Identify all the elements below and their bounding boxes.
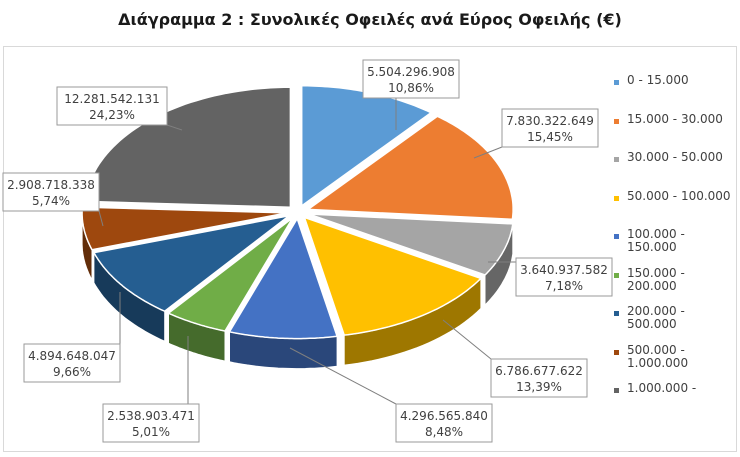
chart-legend: 0 - 15.000 15.000 - 30.000 30.000 - 50.000… [608, 74, 736, 421]
data-label-percent: 7,18% [545, 279, 583, 293]
legend-label: 150.000 - 200.000 [627, 265, 685, 293]
legend-label: 100.000 - 150.000 [627, 227, 685, 254]
legend-swatch [614, 157, 619, 162]
data-label-box [501, 108, 599, 148]
legend-label: 200.000 - 500.000 [627, 304, 685, 331]
data-label-value: 2.538.903.471 [107, 409, 195, 423]
legend-swatch [614, 349, 619, 355]
legend-swatch [614, 118, 619, 124]
data-label-percent: 5,01% [132, 425, 170, 439]
pie-slice [303, 216, 483, 336]
legend-item: 30.000 - 50.000 [608, 151, 736, 177]
legend-item: 0 - 15.000 [608, 74, 736, 100]
chart-title: Διάγραμμα 2 : Συνολικές Οφειλές ανά Εύρο… [118, 10, 622, 29]
data-label-percent: 8,48% [425, 425, 463, 439]
pie-slice [308, 213, 514, 276]
data-label-value: 7.830.322.649 [506, 114, 594, 128]
leader-line [166, 124, 183, 131]
data-label-value: 4.296.565.840 [400, 409, 488, 423]
legend-swatch [614, 234, 619, 239]
legend-label: 0 - 15.000 [627, 73, 689, 87]
data-label-percent: 24,23% [89, 108, 135, 122]
legend-item: 150.000 - 200.000 [608, 265, 736, 293]
legend-item: 200.000 - 500.000 [608, 305, 736, 331]
pie-slice [92, 215, 290, 313]
legend-swatch [614, 388, 619, 393]
leader-line [473, 146, 503, 159]
legend-item: 100.000 - 150.000 [608, 228, 736, 254]
data-label-percent: 13,39% [516, 380, 562, 394]
data-label-value: 5.504.296.908 [367, 65, 455, 79]
legend-swatch [614, 272, 619, 278]
data-label-value: 6.786.677.622 [495, 364, 583, 378]
legend-swatch [614, 311, 619, 316]
pie-slice [81, 206, 288, 251]
legend-label: 1.000.000 - [627, 381, 697, 395]
data-label-box [2, 172, 100, 212]
legend-item: 15.000 - 30.000 [608, 111, 736, 139]
data-label-box [395, 403, 493, 443]
data-label-box [362, 59, 460, 99]
data-label-value: 4.894.648.047 [28, 349, 116, 363]
pie-slice [305, 115, 514, 221]
leader-line [442, 319, 492, 360]
legend-label: 500.000 - 1.000.000 [627, 342, 689, 370]
data-label-box [515, 257, 613, 297]
data-label-box [23, 343, 121, 383]
leader-line [98, 210, 104, 227]
legend-item: 1.000.000 - [608, 382, 736, 408]
data-label-percent: 5,74% [32, 194, 70, 208]
data-label-value: 3.640.937.582 [520, 263, 608, 277]
data-label-box [102, 403, 200, 443]
data-label-value: 12.281.542.131 [64, 92, 159, 106]
legend-label: 15.000 - 30.000 [627, 111, 723, 126]
data-label-percent: 15,45% [527, 130, 573, 144]
data-labels: 5.504.296.908 10,86% 7.830.322.649 15,45% 3.… [2, 59, 613, 443]
legend-swatch [614, 195, 619, 201]
legend-label: 30.000 - 50.000 [627, 150, 723, 164]
pie-tops [81, 85, 514, 340]
pie-slice [167, 217, 294, 332]
legend-item: 50.000 - 100.000 [608, 188, 736, 216]
legend-swatch [614, 80, 619, 85]
legend-label: 50.000 - 100.000 [627, 188, 731, 203]
data-label-value: 2.908.718.338 [7, 178, 95, 192]
data-label-box [56, 86, 168, 126]
data-label-box [490, 358, 588, 398]
data-label-percent: 9,66% [53, 365, 91, 379]
data-label-percent: 10,86% [388, 81, 434, 95]
legend-item: 500.000 - 1.000.000 [608, 342, 736, 370]
pie-slice [228, 216, 339, 340]
leader-line [289, 347, 397, 405]
